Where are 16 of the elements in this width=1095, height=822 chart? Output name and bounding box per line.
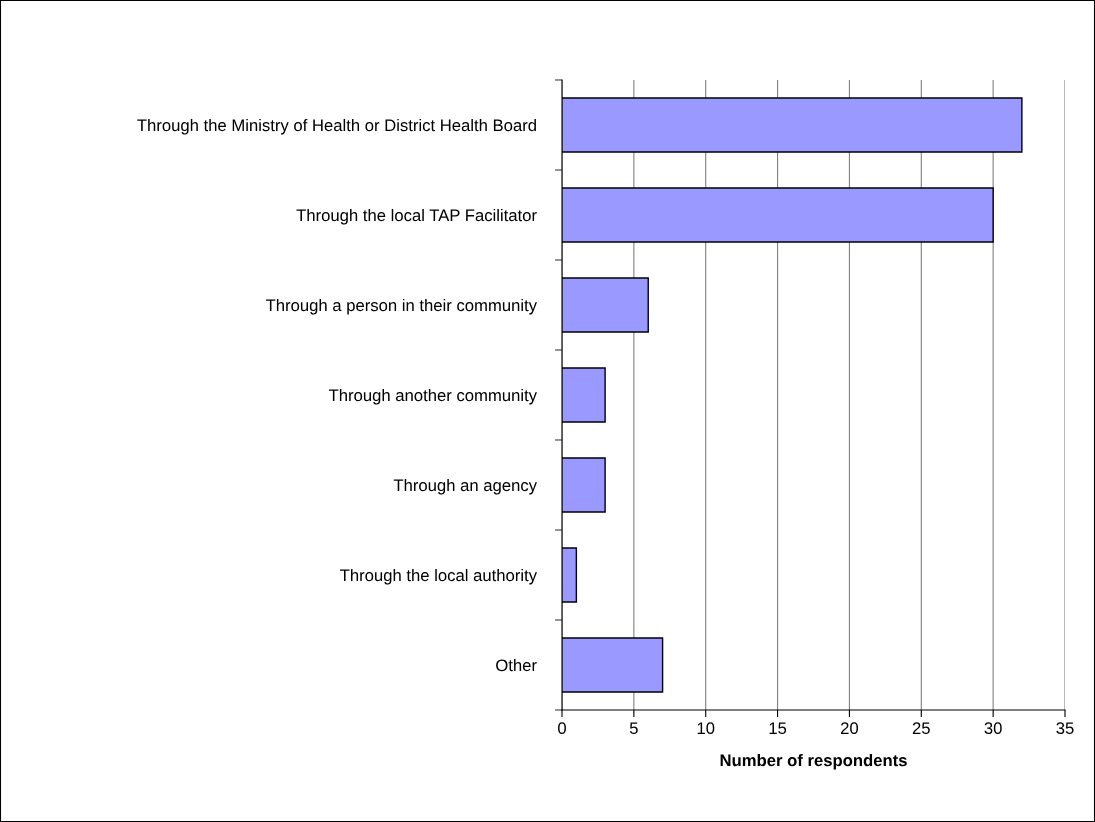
- x-tick-label: 35: [1056, 722, 1074, 735]
- y-tick-label: Through the local authority: [340, 568, 537, 585]
- x-tick-label: 30: [984, 722, 1002, 735]
- x-tick-label: 25: [912, 722, 930, 735]
- x-tick-label: 5: [629, 722, 638, 735]
- x-axis-title: Number of respondents: [720, 754, 907, 770]
- y-tick-label: Through the local TAP Facilitator: [296, 208, 537, 225]
- x-tick-label: 10: [697, 722, 715, 735]
- y-tick-label: Through the Ministry of Health or District Health Board: [137, 118, 536, 135]
- y-tick-label: Other: [496, 658, 537, 672]
- x-tick-label: 20: [841, 722, 859, 735]
- x-tick-label: 0: [558, 722, 566, 735]
- y-tick-label: Through a person in their community: [265, 298, 537, 315]
- y-tick-label: Through an agency: [393, 478, 537, 495]
- y-tick-label: Through another community: [328, 388, 537, 405]
- x-tick-label: 15: [769, 722, 787, 735]
